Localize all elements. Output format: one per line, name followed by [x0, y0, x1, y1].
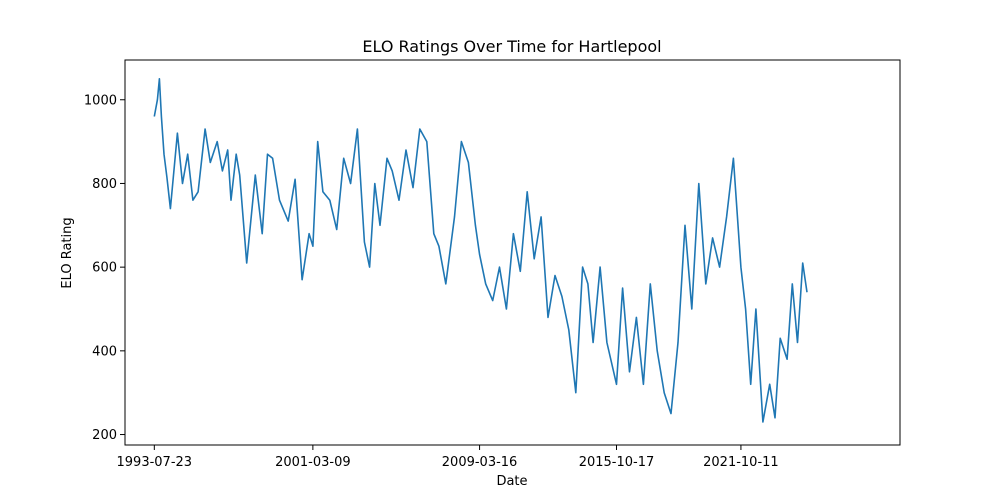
y-tick-label: 800: [92, 177, 117, 192]
x-axis-ticks: 1993-07-23 2001-03-09 2009-03-16 2015-10-17…: [117, 445, 779, 470]
chart-title: ELO Ratings Over Time for Hartlepool: [362, 37, 661, 56]
plot-frame: [124, 59, 901, 446]
y-axis-title: ELO Rating: [60, 217, 75, 288]
x-tick-label: 2009-03-16: [442, 455, 518, 470]
series-line-0: [153, 78, 808, 423]
y-tick-label: 400: [92, 344, 117, 359]
x-tick-label: 1993-07-23: [117, 455, 193, 470]
y-tick-label: 200: [92, 428, 117, 443]
y-axis-ticks: 200 400 600 800 1000: [84, 93, 125, 443]
y-tick-label: 600: [92, 261, 117, 276]
x-tick-label: 2015-10-17: [579, 455, 655, 470]
x-axis-title: Date: [496, 474, 527, 489]
y-tick-label: 1000: [84, 93, 117, 108]
x-tick-label: 2021-10-11: [703, 455, 779, 470]
series-layer: [153, 78, 808, 423]
x-tick-label: 2001-03-09: [275, 455, 351, 470]
